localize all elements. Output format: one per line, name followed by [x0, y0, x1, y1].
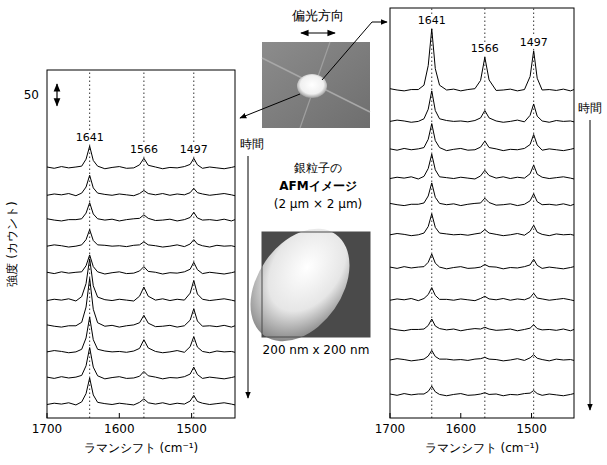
scale-bar-label: 50	[24, 88, 39, 102]
x-tick	[390, 413, 391, 418]
spectrum-line	[47, 278, 235, 327]
peak-line	[533, 8, 534, 418]
spectrum-line	[47, 317, 235, 353]
afm-border	[262, 232, 370, 337]
polarization-arrow	[301, 32, 335, 33]
peak-label: 1641	[76, 131, 104, 144]
spectrum-line	[390, 386, 574, 396]
time-arrow	[590, 120, 591, 410]
afm-caption: AFMイメージ	[279, 179, 356, 193]
spectra	[47, 146, 235, 405]
spectrum-line	[390, 183, 574, 206]
time-label: 時間	[578, 101, 602, 115]
x-axis-title: ラマンシフト (cm⁻¹)	[425, 441, 540, 455]
spectrum-line	[390, 29, 574, 91]
plot-frame	[47, 70, 235, 418]
afm-zoom-image	[230, 210, 370, 360]
spectrum-line	[390, 350, 574, 360]
x-tick-label: 1600	[104, 422, 135, 436]
spectrum-line	[47, 203, 235, 221]
afm-fiber	[262, 58, 370, 112]
afm-particle	[230, 210, 370, 360]
spectrum-line	[390, 124, 574, 151]
time-label: 時間	[240, 137, 264, 151]
peak-lines	[90, 70, 194, 418]
center-figure: 偏光方向銀粒子の AFMイメージ (2 μm × 2 μm) 200 nm x 200…	[230, 8, 387, 360]
afm-image	[262, 42, 370, 128]
spectrum-line	[47, 348, 235, 379]
peak-label: 1566	[130, 143, 158, 156]
x-tick	[531, 413, 532, 418]
spectrum-line	[47, 230, 235, 247]
afm-caption: (2 μm × 2 μm)	[274, 197, 363, 211]
time-arrow	[248, 156, 249, 398]
spectrum-line	[47, 255, 235, 274]
spectrum-line	[390, 91, 574, 122]
peak-line	[431, 8, 432, 418]
spectrum-line	[390, 288, 574, 301]
spectra	[390, 29, 574, 396]
afm-zoom-caption: 200 nm x 200 nm	[263, 343, 370, 357]
label-patch	[129, 143, 159, 156]
afm-particle	[297, 74, 327, 98]
afm-caption: 銀粒子の	[294, 161, 342, 175]
x-tick	[460, 413, 461, 418]
spectrum-line	[390, 214, 574, 236]
peak-label: 1641	[418, 14, 446, 27]
spectrum-line	[390, 254, 574, 269]
figure: 1641 1566 1497 1700 1600 1500 ラマンシフト (cm⁻¹) 強度 …	[0, 0, 607, 465]
x-tick-label: 1600	[445, 422, 476, 436]
spectrum-line	[47, 378, 235, 405]
x-tick	[191, 413, 192, 418]
peak-line	[193, 70, 194, 418]
afm-background	[262, 42, 370, 128]
peak-label: 1497	[180, 143, 208, 156]
x-tick	[119, 413, 120, 418]
pointer-arrow	[240, 94, 300, 118]
peak-line	[143, 70, 144, 418]
peak-line	[89, 70, 90, 418]
plot-frame	[390, 8, 574, 418]
pointer-arrow	[322, 22, 387, 80]
spectrum-line	[390, 319, 574, 331]
panel: 1641 1566 1497 1700 1600 1500 ラマンシフト (cm⁻¹) 強度 …	[5, 70, 264, 455]
y-axis-title: 強度 (カウント)	[5, 201, 19, 286]
x-tick	[47, 413, 48, 418]
polarization-label: 偏光方向	[292, 8, 344, 23]
x-axis-title: ラマンシフト (cm⁻¹)	[84, 441, 199, 455]
peak-line	[484, 8, 485, 418]
panel: 1641 1566 1497 1700 1600 1500 ラマンシフト (cm⁻¹) 時間	[375, 8, 602, 455]
peak-label: 1566	[471, 42, 499, 55]
x-tick-label: 1500	[516, 422, 547, 436]
x-tick-label: 1700	[375, 422, 406, 436]
x-tick-label: 1700	[32, 422, 63, 436]
x-tick-label: 1500	[176, 422, 207, 436]
spectrum-line	[47, 259, 235, 301]
spectrum-line	[390, 154, 574, 179]
scale-bar	[56, 84, 57, 106]
peak-label: 1497	[520, 36, 548, 49]
label-patch	[179, 143, 209, 156]
spectrum-line	[47, 175, 235, 195]
label-patch	[75, 131, 105, 144]
label-patch	[417, 14, 447, 27]
label-patch	[519, 36, 549, 49]
label-patch	[470, 42, 500, 55]
